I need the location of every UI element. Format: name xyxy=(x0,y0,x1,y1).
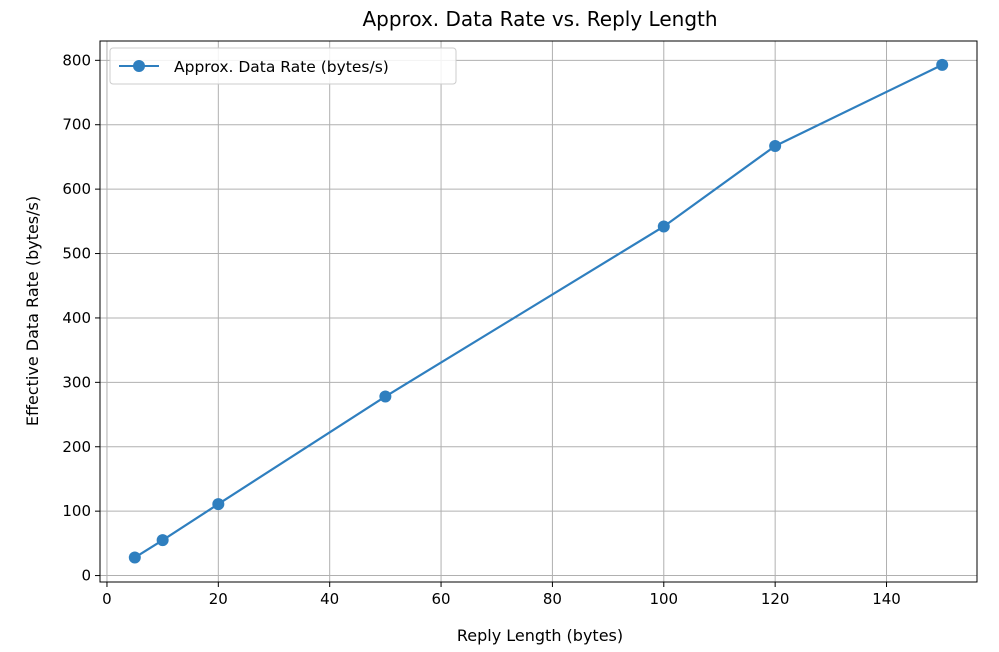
data-point xyxy=(936,58,949,71)
grid xyxy=(100,41,977,582)
data-point xyxy=(769,139,782,152)
data-point xyxy=(128,551,141,564)
y-tick-label: 500 xyxy=(62,245,91,263)
y-tick-label: 400 xyxy=(62,309,91,327)
x-tick-label: 0 xyxy=(102,590,112,608)
y-axis-label: Effective Data Rate (bytes/s) xyxy=(23,196,42,426)
y-tick-label: 800 xyxy=(62,51,91,69)
x-tick-label: 60 xyxy=(432,590,451,608)
legend-box xyxy=(109,47,457,85)
chart-title: Approx. Data Rate vs. Reply Length xyxy=(362,7,717,31)
x-tick-label: 80 xyxy=(543,590,562,608)
x-axis-label: Reply Length (bytes) xyxy=(457,626,623,645)
data-point xyxy=(156,534,169,547)
y-tick-label: 100 xyxy=(62,502,91,520)
y-tick-label: 300 xyxy=(62,373,91,391)
plot-area-frame xyxy=(99,40,978,583)
data-point xyxy=(379,390,392,403)
y-tick-label: 600 xyxy=(62,180,91,198)
legend-entry-label: Approx. Data Rate (bytes/s) xyxy=(174,58,389,76)
series-layer xyxy=(128,58,949,564)
y-tick-label: 0 xyxy=(81,567,91,585)
data-point xyxy=(657,220,670,233)
y-tick-label: 200 xyxy=(62,438,91,456)
x-tick-label: 40 xyxy=(320,590,339,608)
x-tick-label: 140 xyxy=(872,590,901,608)
x-tick-label: 20 xyxy=(209,590,228,608)
series-line xyxy=(134,63,943,559)
x-tick-label: 120 xyxy=(761,590,790,608)
data-point xyxy=(212,498,225,511)
y-tick-label: 700 xyxy=(62,116,91,134)
x-axis: 0 20 40 60 80 100 120 140 xyxy=(102,582,901,608)
legend: Approx. Data Rate (bytes/s) xyxy=(109,47,457,85)
y-axis: 0 100 200 300 400 500 600 700 800 xyxy=(62,51,100,585)
legend-marker-sample xyxy=(133,60,145,72)
x-tick-label: 100 xyxy=(649,590,678,608)
